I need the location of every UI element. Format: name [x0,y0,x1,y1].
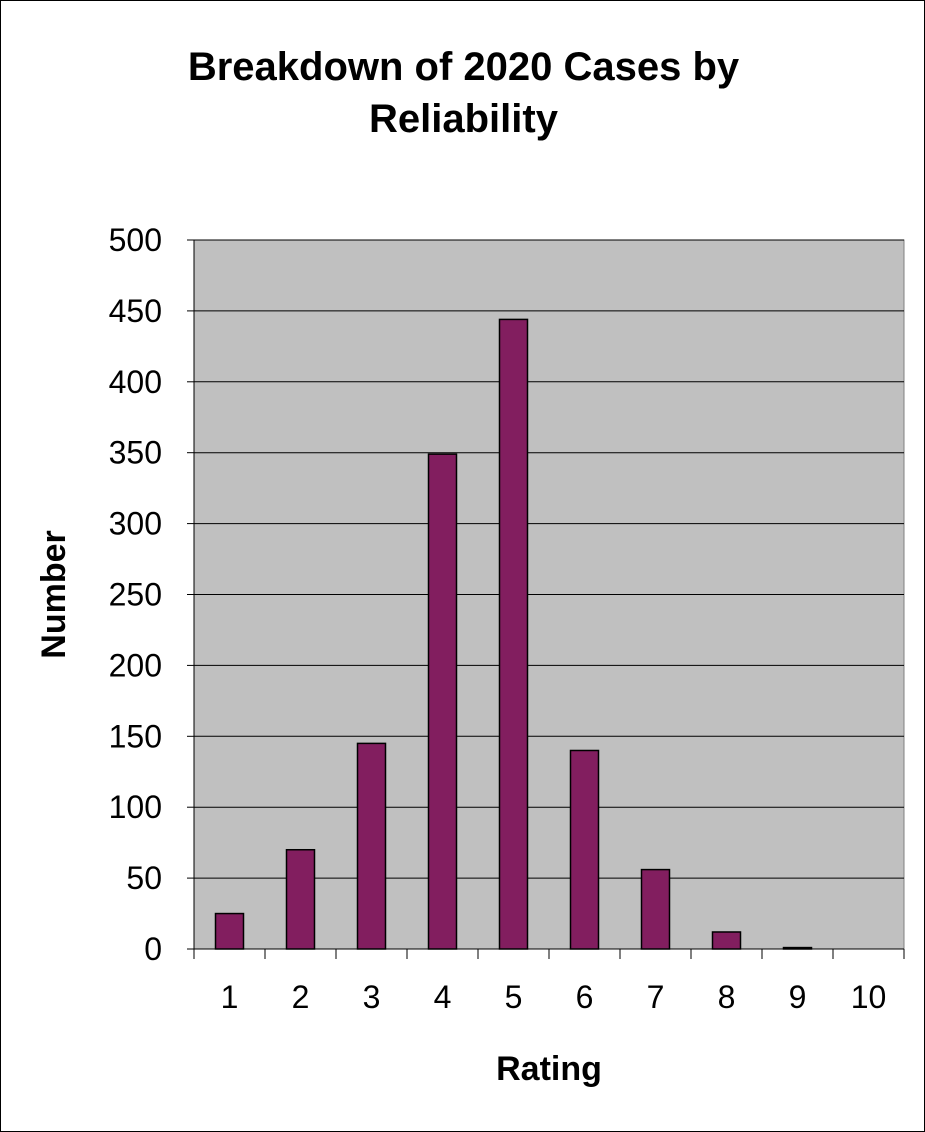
bar [498,318,529,950]
y-tick-label: 400 [109,364,162,400]
chart-title: Breakdown of 2020 Cases by Reliability [1,41,924,145]
x-tick-label: 3 [363,979,381,1015]
x-tick-label: 5 [505,979,523,1015]
y-tick-label: 500 [109,222,162,258]
bar [640,868,671,950]
chart-title-line-2: Reliability [369,97,558,141]
y-tick-label: 200 [109,647,162,683]
x-tick-label: 7 [647,979,665,1015]
chart-title-line-1: Breakdown of 2020 Cases by [187,45,740,89]
bar [711,931,742,950]
y-tick-label: 50 [126,860,162,896]
y-tick-label: 300 [109,506,162,542]
x-tick-label: 8 [718,979,736,1015]
y-tick-label: 100 [109,789,162,825]
bar [569,749,600,950]
gridlines [194,239,904,879]
bar [285,848,316,950]
y-tick-labels: 0 50 100 150 200 250 300 350 400 450 500 [109,222,162,967]
x-tick-label: 9 [789,979,807,1015]
bar [356,742,387,950]
x-tick-labels: 1 2 3 4 5 6 7 8 9 10 [221,979,887,1015]
x-tick-label: 4 [434,979,452,1015]
axes [187,239,905,959]
y-tick-label: 250 [109,577,162,613]
x-tick-label: 6 [576,979,594,1015]
y-tick-label: 0 [144,931,162,967]
x-axis-title: Rating [496,1050,602,1088]
x-tick-label: 2 [292,979,310,1015]
x-tick-label: 10 [851,979,887,1015]
x-tick-label: 1 [221,979,239,1015]
bar [427,453,458,950]
y-tick-label: 350 [109,435,162,471]
bar [214,912,245,950]
y-tick-label: 150 [109,718,162,754]
bars [214,318,813,950]
y-tick-label: 450 [109,293,162,329]
y-axis-title: Number [35,530,73,658]
